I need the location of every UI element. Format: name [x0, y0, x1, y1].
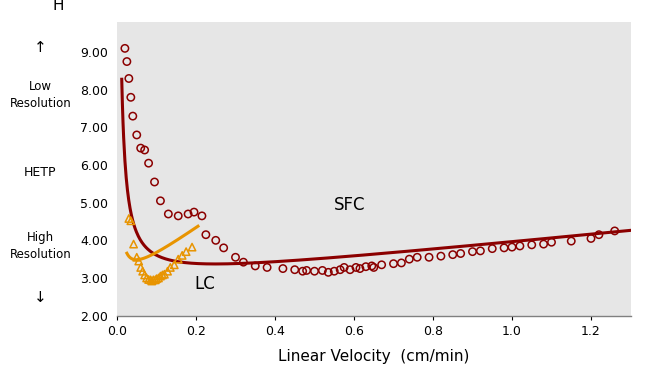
Point	[150, 277, 161, 283]
Point	[361, 264, 371, 270]
Text: ↑: ↑	[34, 40, 47, 55]
Point	[262, 265, 272, 270]
Point	[250, 263, 261, 269]
Point	[125, 94, 136, 100]
Point	[323, 269, 333, 275]
Point	[155, 273, 166, 279]
Point	[144, 160, 154, 166]
Point	[181, 249, 191, 255]
Point	[151, 276, 162, 281]
Point	[162, 268, 173, 274]
Point	[140, 272, 150, 278]
Point	[367, 263, 377, 269]
Text: H: H	[52, 0, 64, 13]
X-axis label: Linear Velocity  (cm/min): Linear Velocity (cm/min)	[278, 349, 469, 364]
Point	[376, 262, 387, 268]
Point	[135, 265, 146, 270]
Point	[140, 147, 150, 153]
Point	[138, 268, 148, 274]
Point	[131, 132, 142, 138]
Point	[351, 265, 361, 270]
Text: ↓: ↓	[34, 290, 47, 305]
Point	[298, 268, 308, 274]
Point	[173, 213, 183, 219]
Point	[475, 248, 486, 254]
Point	[144, 277, 154, 283]
Point	[135, 145, 146, 151]
Text: LC: LC	[194, 275, 214, 292]
Point	[610, 228, 620, 234]
Point	[289, 267, 300, 273]
Point	[339, 265, 349, 270]
Point	[487, 246, 497, 251]
Point	[467, 249, 478, 255]
Point	[211, 237, 221, 243]
Point	[369, 265, 379, 270]
Point	[309, 268, 320, 274]
Text: HETP: HETP	[24, 166, 57, 179]
Point	[131, 254, 142, 260]
Point	[499, 245, 510, 251]
Point	[507, 244, 517, 250]
Point	[177, 252, 187, 258]
Point	[355, 266, 365, 272]
Point	[566, 238, 577, 244]
Point	[586, 236, 596, 241]
Point	[593, 232, 604, 237]
Point	[150, 179, 160, 185]
Point	[302, 268, 312, 273]
Point	[188, 209, 199, 215]
Text: High
Resolution: High Resolution	[9, 231, 72, 261]
Point	[153, 275, 164, 281]
Point	[159, 271, 170, 277]
Point	[546, 239, 556, 245]
Point	[124, 215, 134, 221]
Point	[424, 254, 434, 260]
Point	[456, 251, 466, 257]
Point	[187, 244, 197, 250]
Point	[120, 46, 130, 51]
Point	[157, 272, 168, 278]
Point	[448, 252, 458, 258]
Point	[122, 59, 132, 65]
Point	[278, 266, 288, 272]
Point	[329, 268, 339, 274]
Point	[165, 265, 176, 270]
Point	[169, 262, 179, 268]
Point	[388, 261, 398, 266]
Point	[124, 76, 134, 81]
Point	[146, 277, 156, 283]
Point	[317, 268, 328, 273]
Point	[127, 113, 138, 119]
Text: SFC: SFC	[334, 196, 366, 214]
Point	[515, 243, 525, 249]
Point	[404, 256, 415, 262]
Point	[238, 259, 248, 265]
Text: Low
Resolution: Low Resolution	[9, 80, 72, 110]
Point	[125, 218, 136, 224]
Point	[396, 260, 407, 266]
Point	[436, 253, 446, 259]
Point	[183, 211, 193, 217]
Point	[526, 242, 537, 248]
Point	[345, 267, 356, 273]
Point	[142, 275, 152, 281]
Point	[230, 254, 240, 260]
Point	[197, 213, 207, 219]
Point	[173, 256, 183, 262]
Point	[155, 198, 166, 204]
Point	[335, 267, 345, 273]
Point	[148, 277, 159, 283]
Point	[146, 278, 157, 284]
Point	[133, 258, 144, 264]
Point	[201, 232, 211, 237]
Point	[163, 211, 174, 217]
Point	[129, 241, 139, 247]
Point	[412, 254, 423, 260]
Point	[218, 245, 229, 251]
Point	[538, 241, 549, 247]
